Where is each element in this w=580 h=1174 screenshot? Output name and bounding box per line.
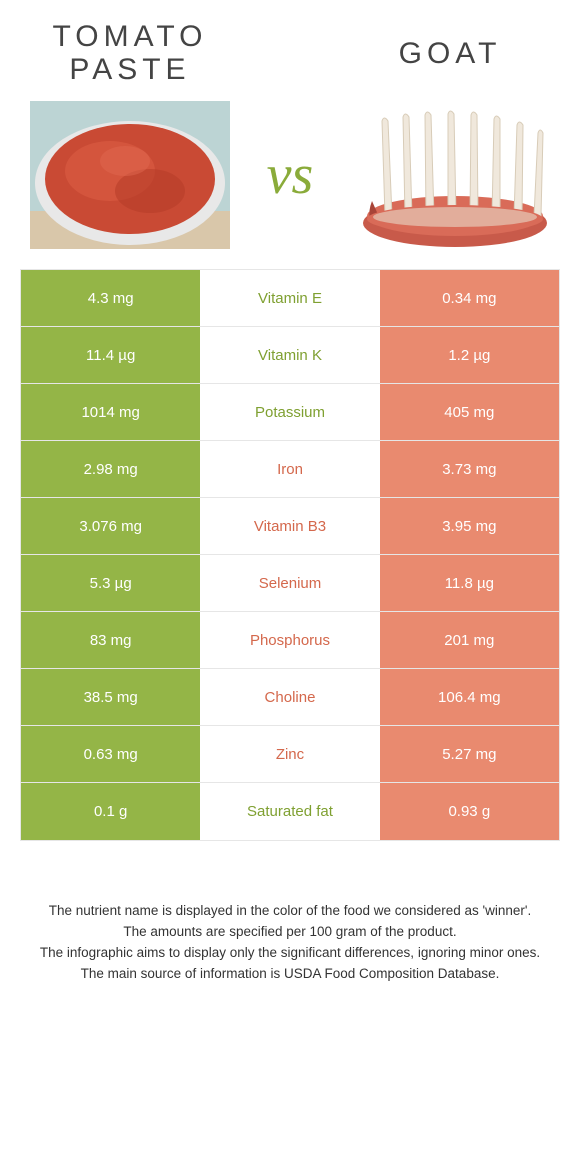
cell-left-value: 3.076 mg	[21, 498, 200, 554]
cell-left-value: 2.98 mg	[21, 441, 200, 497]
left-title-line2: PASTE	[69, 53, 190, 86]
cell-left-value: 5.3 µg	[21, 555, 200, 611]
table-row: 0.63 mgZinc5.27 mg	[21, 726, 559, 783]
cell-nutrient-name: Zinc	[200, 726, 379, 782]
cell-nutrient-name: Choline	[200, 669, 379, 725]
vs-label: vs	[267, 143, 314, 207]
cell-right-value: 3.73 mg	[380, 441, 559, 497]
table-row: 83 mgPhosphorus201 mg	[21, 612, 559, 669]
footer-line-3: The infographic aims to display only the…	[30, 943, 550, 964]
footer-notes: The nutrient name is displayed in the co…	[0, 841, 580, 1015]
cell-left-value: 11.4 µg	[21, 327, 200, 383]
left-title-line1: TOMATO	[52, 20, 207, 53]
cell-right-value: 201 mg	[380, 612, 559, 668]
table-row: 38.5 mgCholine106.4 mg	[21, 669, 559, 726]
cell-left-value: 0.63 mg	[21, 726, 200, 782]
footer-line-2: The amounts are specified per 100 gram o…	[30, 922, 550, 943]
cell-nutrient-name: Vitamin K	[200, 327, 379, 383]
table-row: 3.076 mgVitamin B33.95 mg	[21, 498, 559, 555]
table-row: 4.3 mgVitamin E0.34 mg	[21, 270, 559, 327]
table-row: 2.98 mgIron3.73 mg	[21, 441, 559, 498]
cell-nutrient-name: Selenium	[200, 555, 379, 611]
cell-left-value: 38.5 mg	[21, 669, 200, 725]
cell-left-value: 1014 mg	[21, 384, 200, 440]
cell-nutrient-name: Saturated fat	[200, 783, 379, 840]
table-row: 5.3 µgSelenium11.8 µg	[21, 555, 559, 612]
cell-left-value: 4.3 mg	[21, 270, 200, 326]
table-row: 1014 mgPotassium405 mg	[21, 384, 559, 441]
cell-right-value: 0.34 mg	[380, 270, 559, 326]
table-row: 11.4 µgVitamin K1.2 µg	[21, 327, 559, 384]
comparison-table: 4.3 mgVitamin E0.34 mg11.4 µgVitamin K1.…	[20, 269, 560, 841]
cell-right-value: 11.8 µg	[380, 555, 559, 611]
left-image	[30, 101, 230, 249]
infographic-container: TOMATO PASTE GOAT vs	[0, 0, 580, 1015]
header: TOMATO PASTE GOAT	[0, 0, 580, 96]
table-row: 0.1 gSaturated fat0.93 g	[21, 783, 559, 840]
left-title: TOMATO PASTE	[30, 20, 230, 86]
cell-left-value: 83 mg	[21, 612, 200, 668]
cell-left-value: 0.1 g	[21, 783, 200, 840]
footer-line-4: The main source of information is USDA F…	[30, 964, 550, 985]
cell-right-value: 3.95 mg	[380, 498, 559, 554]
cell-nutrient-name: Potassium	[200, 384, 379, 440]
cell-nutrient-name: Vitamin E	[200, 270, 379, 326]
cell-nutrient-name: Iron	[200, 441, 379, 497]
cell-right-value: 5.27 mg	[380, 726, 559, 782]
cell-right-value: 1.2 µg	[380, 327, 559, 383]
cell-nutrient-name: Vitamin B3	[200, 498, 379, 554]
cell-right-value: 0.93 g	[380, 783, 559, 840]
footer-line-1: The nutrient name is displayed in the co…	[30, 901, 550, 922]
cell-right-value: 106.4 mg	[380, 669, 559, 725]
right-title: GOAT	[350, 37, 550, 70]
cell-nutrient-name: Phosphorus	[200, 612, 379, 668]
cell-right-value: 405 mg	[380, 384, 559, 440]
right-image	[350, 101, 550, 249]
images-row: vs	[0, 96, 580, 269]
